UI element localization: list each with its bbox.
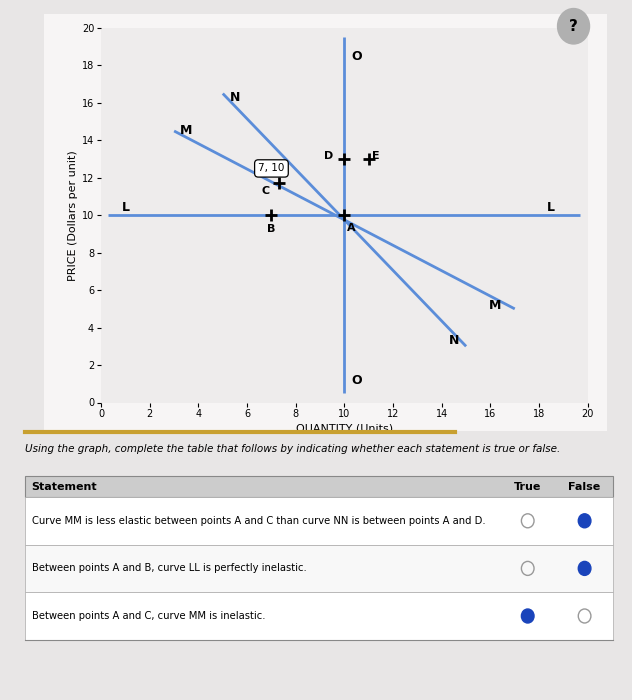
Text: E: E <box>372 151 380 161</box>
Text: Statement: Statement <box>32 482 97 491</box>
Text: B: B <box>267 224 276 234</box>
Text: Curve MM is less elastic between points A and C than curve NN is between points : Curve MM is less elastic between points … <box>32 516 485 526</box>
Text: Between points A and B, curve LL is perfectly inelastic.: Between points A and B, curve LL is perf… <box>32 564 307 573</box>
Circle shape <box>578 561 591 575</box>
Text: C: C <box>261 186 269 196</box>
Text: L: L <box>547 202 556 214</box>
FancyBboxPatch shape <box>25 545 613 592</box>
Text: M: M <box>180 125 193 137</box>
Circle shape <box>521 609 534 623</box>
Text: O: O <box>352 374 362 386</box>
FancyBboxPatch shape <box>25 497 613 545</box>
X-axis label: QUANTITY (Units): QUANTITY (Units) <box>296 424 393 433</box>
Text: True: True <box>514 482 542 491</box>
Text: N: N <box>449 334 459 347</box>
Text: N: N <box>230 91 240 104</box>
Text: ?: ? <box>569 19 578 34</box>
Text: False: False <box>568 482 601 491</box>
Text: M: M <box>489 299 501 312</box>
Circle shape <box>557 8 590 44</box>
Text: Using the graph, complete the table that follows by indicating whether each stat: Using the graph, complete the table that… <box>25 444 561 454</box>
Text: 7, 10: 7, 10 <box>258 163 284 174</box>
Text: L: L <box>121 202 130 214</box>
Circle shape <box>578 514 591 528</box>
Text: Between points A and C, curve MM is inelastic.: Between points A and C, curve MM is inel… <box>32 611 265 621</box>
Y-axis label: PRICE (Dollars per unit): PRICE (Dollars per unit) <box>68 150 78 281</box>
FancyBboxPatch shape <box>25 476 613 497</box>
FancyBboxPatch shape <box>25 592 613 640</box>
Text: A: A <box>348 223 356 233</box>
Text: D: D <box>324 151 333 161</box>
Text: O: O <box>352 50 362 62</box>
